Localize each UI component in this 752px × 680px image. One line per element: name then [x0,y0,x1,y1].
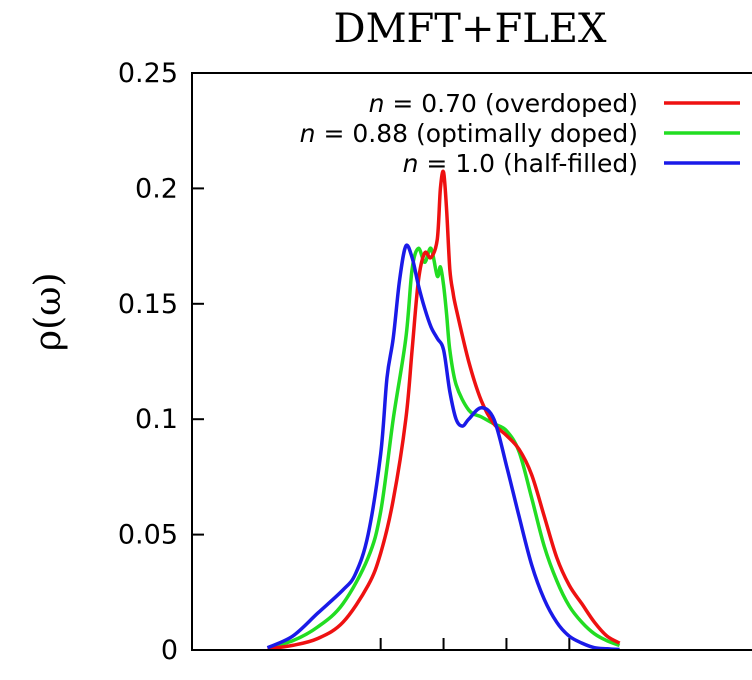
series-line-0 [267,169,621,650]
legend: n = 0.70 (overdoped)n = 0.88 (optimally … [300,89,740,178]
legend-label-2: n = 1.0 (half-filled) [403,149,638,178]
y-axis-label: ρ(ω) [28,272,69,351]
series-lines [266,169,621,650]
y-tick-label: 0.05 [118,520,178,551]
y-tick-label: 0.1 [135,404,178,435]
legend-label-text: = 1.0 (half-filled) [418,149,638,178]
y-tick-label: 0.2 [135,173,178,204]
legend-label-var: n [403,149,419,178]
legend-label-0: n = 0.70 (overdoped) [369,89,638,118]
legend-label-text: = 0.70 (overdoped) [384,89,638,118]
chart-title: DMFT+FLEX [334,6,607,52]
y-tick-label: 0.25 [118,58,178,89]
series-line-1 [267,246,621,650]
legend-label-var: n [369,89,385,118]
y-tick-label: 0 [161,635,178,666]
plot-frame [191,72,752,651]
legend-label-1: n = 0.88 (optimally doped) [300,119,638,148]
series-line-2 [266,243,620,650]
legend-label-text: = 0.88 (optimally doped) [316,119,638,148]
y-tick-labels: 0 0.05 0.1 0.15 0.2 0.25 [118,58,178,666]
y-tick-label: 0.15 [118,289,178,320]
legend-label-var: n [300,119,316,148]
